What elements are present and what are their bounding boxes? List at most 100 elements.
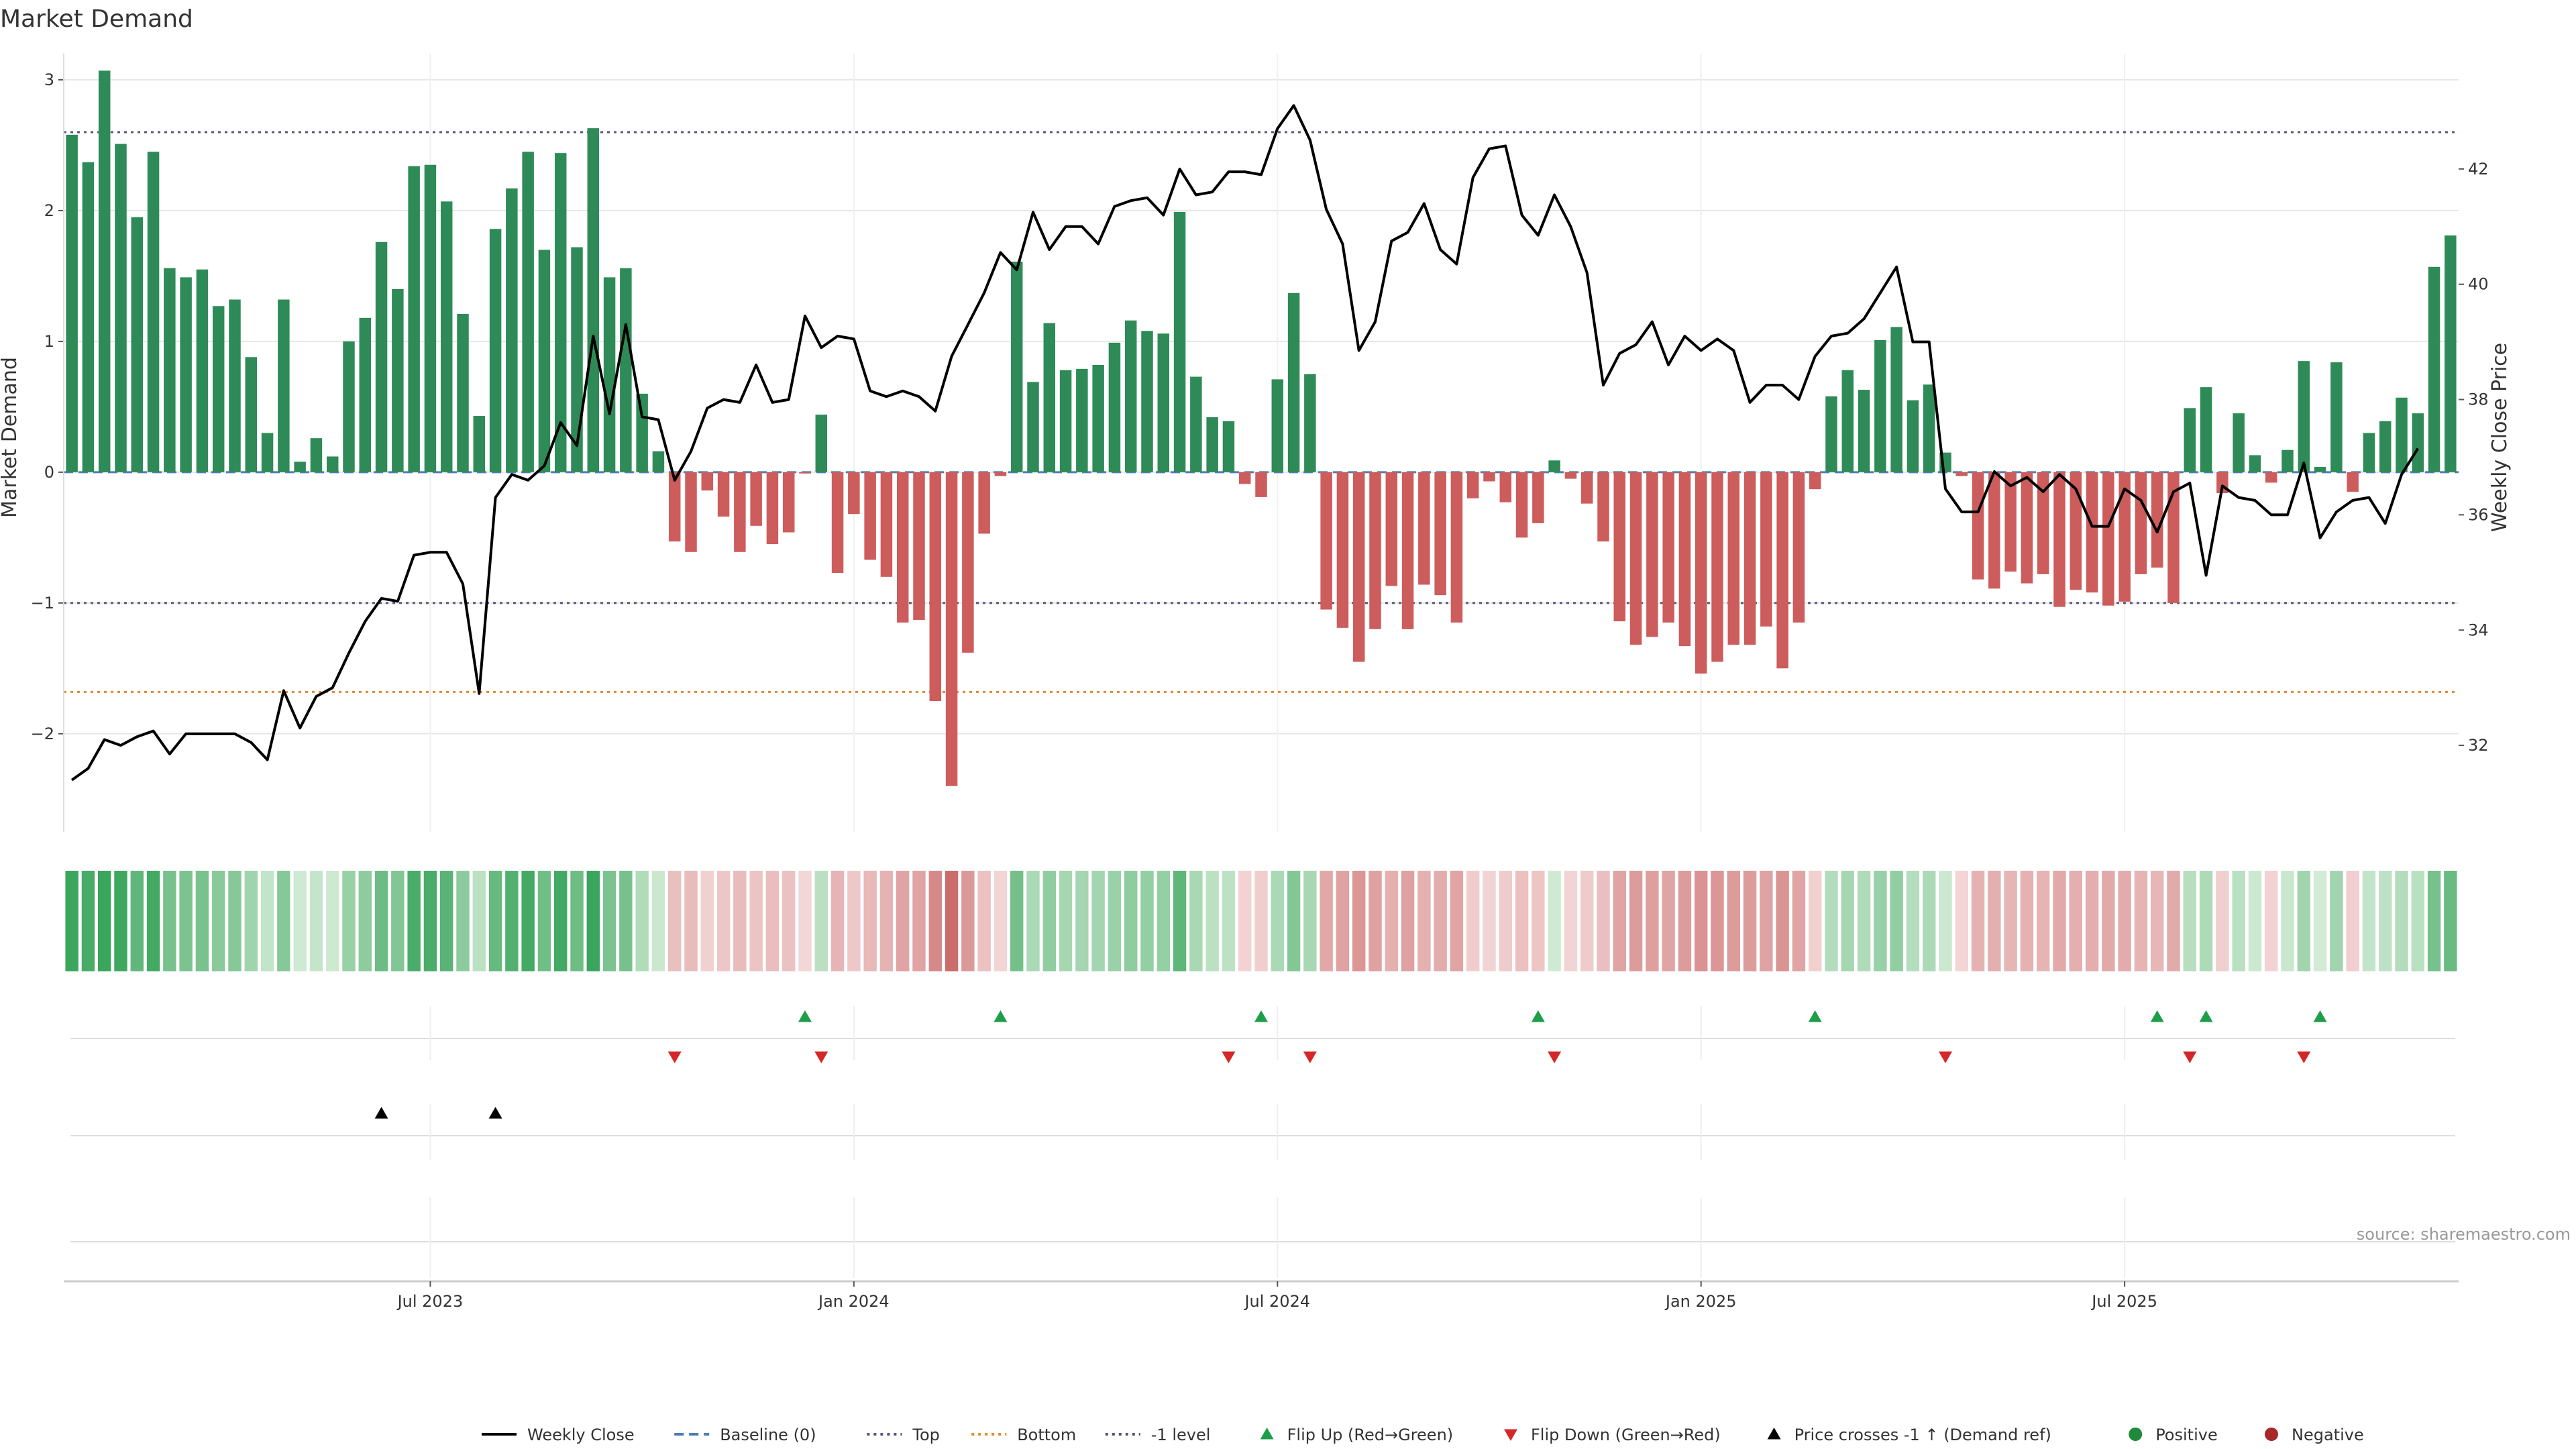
demand-bar [848,472,860,515]
heat-cell [1091,871,1105,971]
demand-bar [1043,323,1056,472]
demand-bar [815,415,828,472]
demand-bar [2347,472,2359,492]
demand-bar [1532,472,1544,523]
demand-bar [2396,397,2408,472]
demand-bar [440,201,453,472]
demand-bar [1173,211,1186,472]
flip-up-marker [1531,1010,1545,1022]
legend-item: Positive [2129,1426,2218,1444]
demand-bar [310,438,323,472]
demand-bar [1108,342,1121,472]
legend-swatch [2265,1428,2278,1441]
demand-bar [278,299,290,472]
heat-cell [1466,871,1480,971]
left-tick-label: −1 [31,594,54,612]
demand-bar [408,166,420,472]
legend-item: Price crosses -1 ↑ (Demand ref) [1767,1426,2051,1444]
heat-cell [65,871,78,971]
heat-cell [2134,871,2148,971]
heat-cell [1499,871,1512,971]
heat-cell [2248,871,2262,971]
heat-cell [1532,871,1545,971]
heat-cell [537,871,551,971]
heat-cell [879,871,894,971]
demand-bar [1287,292,1300,472]
heat-cell [1678,871,1692,971]
heat-cell [2379,871,2392,971]
demand-bar [489,229,502,472]
demand-bar [2135,472,2147,574]
heat-cell [847,871,861,971]
heat-cell [342,871,356,971]
heat-cell [2037,871,2050,971]
heat-cell [2411,871,2424,971]
heat-cell [1483,871,1496,971]
heat-cell [1776,871,1789,971]
heat-cell [212,871,225,971]
flip-down-marker [667,1051,682,1063]
heat-cell [2020,871,2034,971]
heat-cell [651,871,665,971]
price-cross-marker [374,1107,388,1119]
flip-up-marker [1254,1010,1268,1022]
demand-bar [294,462,306,472]
flip-down-marker [1303,1051,1317,1063]
demand-bar [1124,320,1137,472]
heat-cell [1222,871,1236,971]
heat-cell [2183,871,2196,971]
x-axis: Jul 2023 Jan 2024 Jul 2024 Jan 2025 Jul 2025 [64,1280,2459,1311]
heat-cell [1662,871,1675,971]
heat-cell [2281,871,2294,971]
demand-bar [1255,472,1267,497]
heat-cell [1010,871,1024,971]
demand-bar [1206,417,1218,472]
heat-cell [570,871,584,971]
demand-bar [2363,433,2375,472]
demand-bar [652,451,665,472]
demand-bar [1418,472,1430,585]
demand-bar [1988,472,2000,589]
heat-cell [2313,871,2327,971]
legend-swatch [1504,1429,1517,1441]
heat-cell [163,871,176,971]
demand-bar [229,299,241,472]
heat-cell [700,871,714,971]
heat-cell [1825,871,1838,971]
x-tick-label: Jul 2023 [396,1292,464,1311]
demand-bar [1678,472,1691,647]
heat-cell [586,871,600,971]
heat-cell [1124,871,1138,971]
demand-bar [766,472,779,545]
right-tick-label: 42 [2468,160,2489,178]
heat-cell [928,871,942,971]
heat-cell [1303,871,1317,971]
demand-bar [115,144,127,472]
heat-cell [2395,871,2408,971]
flip-up-marker [798,1010,812,1022]
legend-swatch [1260,1428,1274,1440]
heat-cell [1434,871,1447,971]
heat-cell [1971,871,1985,971]
demand-bar [1515,472,1528,538]
demand-bar [1271,379,1284,472]
flip-down-marker [1939,1051,1952,1063]
demand-bar [1858,390,1870,472]
demand-bar [1955,472,1968,476]
x-tick-label: Jan 2024 [817,1292,890,1311]
reference-lines [64,131,2459,693]
heat-cell [1711,871,1724,971]
heat-cell [1287,871,1301,971]
demand-bar [1727,472,1740,645]
flip-up-marker [2199,1010,2213,1022]
demand-bar [457,313,469,472]
demand-bar [1190,376,1202,472]
demand-bar [603,277,616,472]
right-tick-label: 34 [2468,621,2489,639]
heat-cell [1271,871,1284,971]
heat-cell [2151,871,2164,971]
heat-cell [716,871,731,971]
demand-bar [2053,472,2065,607]
heat-cell [977,871,991,971]
heat-cell [1189,871,1203,971]
